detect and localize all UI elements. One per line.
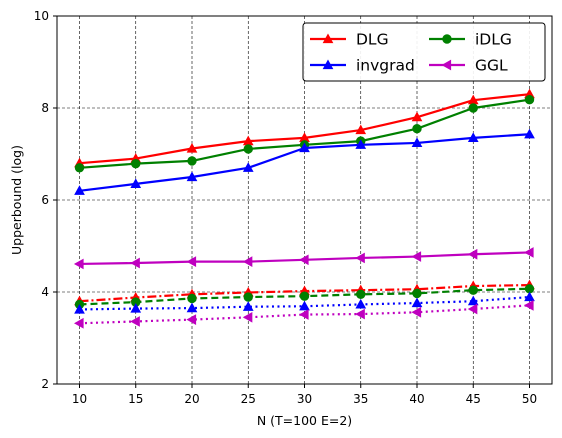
data-point	[73, 317, 84, 329]
data-point	[74, 185, 85, 195]
x-tick-label: 35	[353, 392, 368, 406]
legend-label: iDLG	[475, 31, 512, 49]
data-point	[130, 303, 142, 313]
data-point	[242, 301, 254, 311]
data-point	[411, 306, 422, 318]
data-point	[186, 171, 198, 182]
y-axis-label: Upperbound (log)	[9, 145, 24, 255]
series-6	[74, 291, 535, 314]
data-point	[130, 316, 140, 327]
data-point	[356, 289, 366, 299]
x-tick-label: 25	[241, 392, 256, 406]
data-point	[243, 144, 253, 154]
data-point	[187, 293, 197, 304]
series-7	[73, 299, 534, 329]
data-point	[186, 302, 198, 313]
legend-item: invgrad	[310, 57, 415, 75]
data-point	[299, 142, 310, 153]
data-point	[242, 311, 253, 323]
x-tick-label: 30	[297, 392, 312, 406]
data-point	[74, 303, 85, 314]
legend-marker	[322, 33, 334, 44]
series-line	[79, 304, 530, 325]
legend-box	[302, 22, 546, 82]
data-point	[299, 300, 310, 311]
y-tick-label: 10	[34, 9, 49, 23]
data-point	[411, 137, 423, 148]
legend-item: GGL	[429, 57, 508, 75]
y-tick-label: 2	[41, 377, 49, 391]
data-point	[467, 132, 479, 142]
legend-marker	[442, 34, 452, 44]
data-point	[299, 291, 310, 301]
series-2	[74, 128, 535, 195]
data-point	[412, 288, 422, 299]
x-tick-label: 45	[466, 392, 481, 406]
x-axis-label: N (T=100 E=2)	[257, 413, 352, 428]
data-point	[411, 111, 423, 122]
legend-marker	[441, 59, 452, 71]
data-point	[467, 295, 479, 306]
data-point	[524, 128, 535, 139]
data-point	[130, 257, 140, 269]
data-point	[411, 297, 423, 308]
data-point	[355, 252, 365, 264]
legend-label: invgrad	[356, 57, 415, 75]
data-point	[242, 162, 254, 172]
series-layer	[73, 88, 535, 329]
series-3	[73, 247, 534, 270]
data-point	[467, 303, 478, 315]
data-point	[355, 139, 367, 149]
legend-marker	[322, 59, 334, 70]
data-point	[243, 292, 253, 302]
data-point	[467, 248, 478, 260]
legend-item: iDLG	[429, 31, 512, 49]
y-tick-label: 8	[41, 101, 49, 115]
x-tick-label: 50	[522, 392, 537, 406]
data-point	[186, 256, 197, 267]
data-point	[524, 291, 535, 302]
data-point	[524, 95, 535, 105]
legend-label: DLG	[356, 31, 389, 49]
data-point	[74, 163, 85, 173]
data-point	[523, 299, 534, 311]
data-point	[412, 124, 422, 134]
data-point	[468, 285, 478, 295]
x-tick-label: 40	[409, 392, 424, 406]
data-point	[411, 251, 422, 262]
data-point	[186, 142, 198, 153]
data-point	[355, 308, 365, 320]
data-point	[355, 298, 367, 309]
x-tick-label: 20	[184, 392, 199, 406]
data-point	[355, 124, 367, 135]
legend-label: GGL	[475, 57, 508, 75]
data-point	[242, 256, 253, 267]
y-tick-label: 4	[41, 285, 49, 299]
data-point	[186, 314, 197, 325]
data-point	[131, 158, 141, 169]
legend: DLG iDLG invgrad GGL	[302, 22, 546, 82]
data-point	[187, 156, 197, 166]
data-point	[468, 103, 478, 113]
series-line	[79, 295, 530, 311]
x-tick-label: 15	[128, 392, 143, 406]
data-point	[73, 258, 84, 270]
legend-item: DLG	[310, 31, 389, 49]
series-5	[74, 284, 535, 310]
data-point	[298, 254, 309, 266]
axis-ticks: 10 15 20 25 30 35 40 45 50 2 4 6 8 10	[34, 9, 537, 406]
data-point	[130, 178, 142, 188]
x-tick-label: 10	[72, 392, 87, 406]
data-point	[298, 309, 309, 320]
y-tick-label: 6	[41, 193, 49, 207]
data-point	[523, 247, 534, 258]
